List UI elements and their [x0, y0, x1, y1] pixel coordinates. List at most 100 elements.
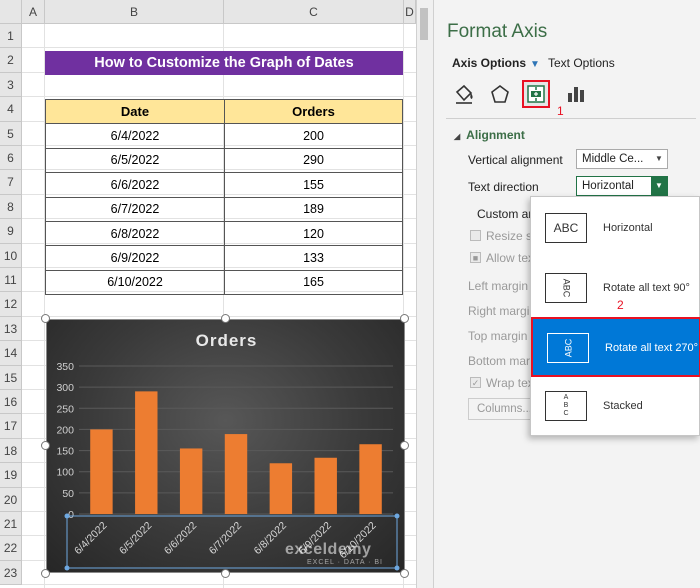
bar[interactable] [314, 457, 337, 514]
pane-divider [446, 118, 696, 119]
header-orders[interactable]: Orders [224, 98, 403, 125]
date-cell[interactable]: 6/9/2022 [45, 245, 225, 271]
menu-item-label: Rotate all text 270° [605, 342, 699, 354]
pane-title: Format Axis [447, 21, 548, 42]
bar[interactable] [359, 444, 382, 514]
date-cell[interactable]: 6/4/2022 [45, 123, 225, 149]
orders-cell[interactable]: 133 [224, 245, 403, 271]
dropdown-arrow-icon[interactable]: ▼ [651, 177, 667, 195]
row-header[interactable]: 4 [0, 97, 22, 122]
row-header[interactable]: 18 [0, 438, 22, 464]
resize-handle-top[interactable] [221, 314, 230, 323]
orders-cell[interactable]: 155 [224, 172, 403, 198]
row-header[interactable]: 11 [0, 268, 22, 293]
column-header-b[interactable]: B [45, 0, 224, 24]
wrap-text-checkbox[interactable]: ✓ [470, 377, 481, 388]
column-header-d[interactable]: D [404, 0, 416, 24]
spreadsheet-area[interactable]: A B C D 1 2 3 4 5 6 7 8 9 10 11 12 13 14 15 16 17 18 19 20 2… [0, 0, 416, 588]
row-header[interactable]: 5 [0, 121, 22, 146]
date-cell[interactable]: 6/5/2022 [45, 147, 225, 174]
y-tick-label: 300 [56, 382, 74, 394]
bar[interactable] [90, 429, 113, 514]
vertical-alignment-dropdown[interactable]: Middle Ce... ▼ [576, 149, 668, 169]
size-properties-button[interactable] [522, 80, 550, 108]
menu-item-rotate-90[interactable]: ABC Rotate all text 90° [531, 259, 700, 317]
date-cell[interactable]: 6/10/2022 [45, 269, 225, 296]
bar[interactable] [224, 434, 248, 514]
row-header[interactable]: 7 [0, 170, 22, 195]
orders-cell[interactable]: 189 [224, 196, 403, 222]
axis-selection-handle[interactable] [64, 565, 70, 571]
pane-splitter[interactable] [416, 0, 434, 588]
scrollbar-thumb[interactable] [420, 8, 428, 40]
chart-title[interactable]: Orders [196, 331, 258, 350]
resize-handle-bottom[interactable] [221, 569, 230, 578]
resize-handle-right[interactable] [400, 441, 409, 450]
axis-selection-handle[interactable] [394, 513, 400, 519]
tab-text-options[interactable]: Text Options [548, 56, 615, 70]
menu-item-horizontal[interactable]: ABC Horizontal [531, 199, 700, 257]
row-header[interactable]: 9 [0, 219, 22, 244]
row-header[interactable]: 20 [0, 487, 22, 512]
axis-selection-handle[interactable] [64, 513, 70, 519]
x-tick-label: 6/7/2022 [207, 520, 244, 557]
column-header-c[interactable]: C [224, 0, 404, 24]
effects-button[interactable] [486, 80, 514, 108]
orders-cell[interactable]: 200 [224, 123, 403, 149]
stacked-letter: A [563, 394, 569, 401]
date-cell[interactable]: 6/7/2022 [45, 196, 225, 222]
row-header[interactable]: 13 [0, 316, 22, 342]
bar[interactable] [179, 448, 203, 514]
resize-handle-left[interactable] [41, 441, 50, 450]
row-header[interactable]: 22 [0, 536, 22, 561]
collapse-triangle-icon[interactable]: ◢ [454, 132, 461, 141]
bar[interactable] [135, 391, 158, 514]
menu-item-label: Rotate all text 90° [603, 282, 690, 294]
resize-handle-top-left[interactable] [41, 314, 50, 323]
row-header[interactable]: 10 [0, 243, 22, 268]
row-header[interactable]: 6 [0, 146, 22, 171]
header-date[interactable]: Date [45, 98, 225, 125]
fill-line-button[interactable] [450, 80, 478, 108]
column-header-a[interactable]: A [22, 0, 45, 24]
data-table[interactable]: Date Orders 6/4/2022 200 6/5/2022 290 6/6/20… [45, 98, 403, 296]
chevron-down-icon[interactable]: ▼ [530, 59, 540, 70]
axis-selection-handle[interactable] [394, 565, 400, 571]
row-header[interactable]: 23 [0, 560, 22, 586]
menu-item-rotate-270[interactable]: ABC Rotate all text 270° [531, 317, 700, 377]
row-header[interactable]: 8 [0, 194, 22, 220]
select-all-corner[interactable] [0, 0, 22, 24]
pentagon-icon [491, 85, 509, 103]
row-header[interactable]: 2 [0, 48, 22, 73]
row-header[interactable]: 12 [0, 292, 22, 317]
alignment-section-header[interactable]: ◢ Alignment [454, 128, 525, 142]
row-header[interactable]: 14 [0, 341, 22, 366]
tab-axis-options[interactable]: Axis Options ▼ [452, 56, 540, 70]
orders-cell[interactable]: 290 [224, 147, 403, 174]
row-header[interactable]: 17 [0, 414, 22, 439]
date-cell[interactable]: 6/6/2022 [45, 172, 225, 198]
allow-text-overflow-checkbox[interactable]: ■ [470, 252, 481, 263]
text-direction-dropdown[interactable]: Horizontal ▼ [576, 176, 668, 196]
orders-cell[interactable]: 120 [224, 220, 403, 247]
date-cell[interactable]: 6/8/2022 [45, 220, 225, 247]
orders-chart[interactable]: Orders 0 50 100 150 200 250 300 350 6/4/2022 6/5/2… [46, 319, 405, 573]
bar[interactable] [269, 463, 293, 514]
row-header[interactable]: 3 [0, 72, 22, 98]
row-header[interactable]: 1 [0, 24, 22, 49]
row-header[interactable]: 21 [0, 512, 22, 537]
row-header[interactable]: 19 [0, 463, 22, 488]
sheet-title-banner[interactable]: How to Customize the Graph of Dates [45, 51, 403, 75]
resize-shape-checkbox[interactable] [470, 230, 481, 241]
axis-options-button[interactable] [562, 80, 590, 108]
dropdown-arrow-icon[interactable]: ▼ [655, 154, 663, 163]
row-header[interactable]: 16 [0, 390, 22, 415]
y-tick-label: 50 [62, 488, 74, 500]
orders-cell[interactable]: 165 [224, 269, 403, 296]
resize-handle-bottom-left[interactable] [41, 569, 50, 578]
resize-handle-top-right[interactable] [400, 314, 409, 323]
resize-handle-bottom-right[interactable] [400, 569, 409, 578]
row-header[interactable]: 15 [0, 365, 22, 390]
